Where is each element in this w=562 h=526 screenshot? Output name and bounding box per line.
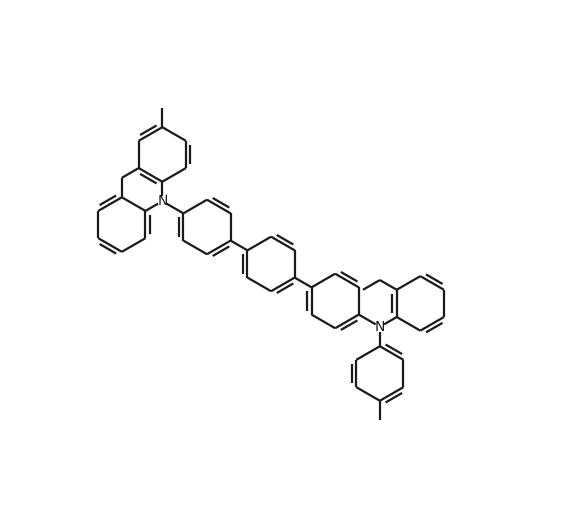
Text: N: N	[157, 194, 167, 208]
Text: N: N	[375, 320, 385, 334]
